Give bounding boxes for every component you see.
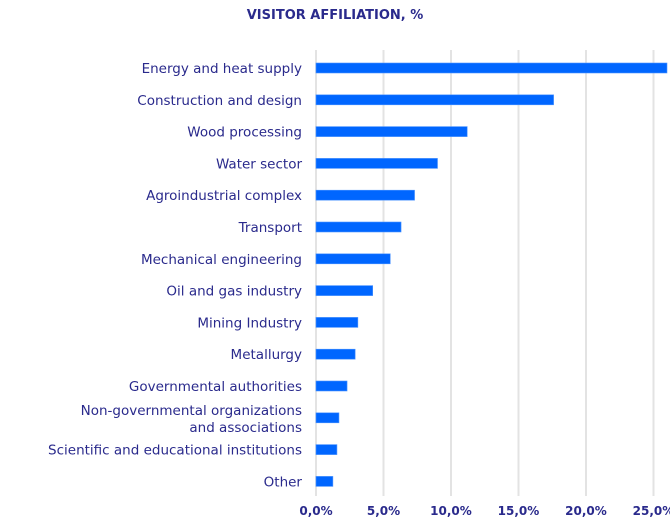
x-tick-label: 20,0% (565, 504, 607, 518)
category-label: Mining Industry (197, 315, 302, 331)
bar (315, 476, 334, 487)
category-label: Scientific and educational institutions (48, 443, 302, 459)
category-label: Oil and gas industry (166, 284, 302, 300)
category-label: Governmental authorities (129, 379, 302, 395)
category-label: Water sector (216, 156, 303, 172)
category-label: Mechanical engineering (141, 252, 302, 268)
category-label: Metallurgy (231, 347, 302, 363)
bar (315, 348, 356, 360)
x-tick-label: 10,0% (430, 504, 472, 518)
category-label: Agroindustrial complex (146, 188, 302, 204)
bar (315, 285, 374, 296)
x-tick-label: 15,0% (498, 504, 540, 518)
x-tick-label: 5,0% (367, 504, 400, 518)
chart-title: VISITOR AFFILIATION, % (246, 8, 424, 23)
bar (315, 444, 338, 455)
bar (315, 189, 415, 201)
bar (315, 158, 438, 169)
bar (315, 412, 340, 424)
bar (315, 94, 554, 106)
bar (315, 317, 359, 328)
category-label: Energy and heat supply (142, 61, 302, 77)
x-tick-label: 0,0% (299, 504, 332, 518)
bar (315, 126, 468, 137)
category-label: Non-governmental organizations and associ… (81, 403, 302, 436)
category-label: Construction and design (137, 93, 302, 109)
bar (315, 221, 402, 233)
category-label: Wood processing (187, 125, 302, 141)
bar (315, 380, 348, 392)
x-tick-label: 25,0% (633, 504, 670, 518)
category-label: Other (264, 474, 303, 490)
bar (315, 253, 391, 265)
bar (315, 62, 668, 74)
category-label: Transport (238, 220, 302, 236)
